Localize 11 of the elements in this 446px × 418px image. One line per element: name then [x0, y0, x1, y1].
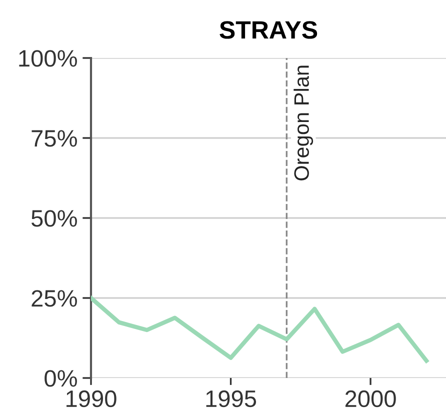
y-tick-label: 25% [32, 290, 77, 307]
x-tick-label: 2000 [345, 390, 396, 408]
line-series [91, 296, 429, 363]
y-tick-label: 75% [32, 130, 77, 147]
chart-title: STRAYS [220, 21, 318, 39]
y-tick-label: 0% [44, 370, 77, 387]
y-tick-label: 100% [19, 50, 77, 67]
x-tick-label: 1990 [66, 390, 116, 408]
ref-line-label: Oregon Plan [294, 66, 314, 180]
y-tick-label: 50% [31, 210, 77, 227]
x-tick-label: 1995 [206, 390, 256, 408]
